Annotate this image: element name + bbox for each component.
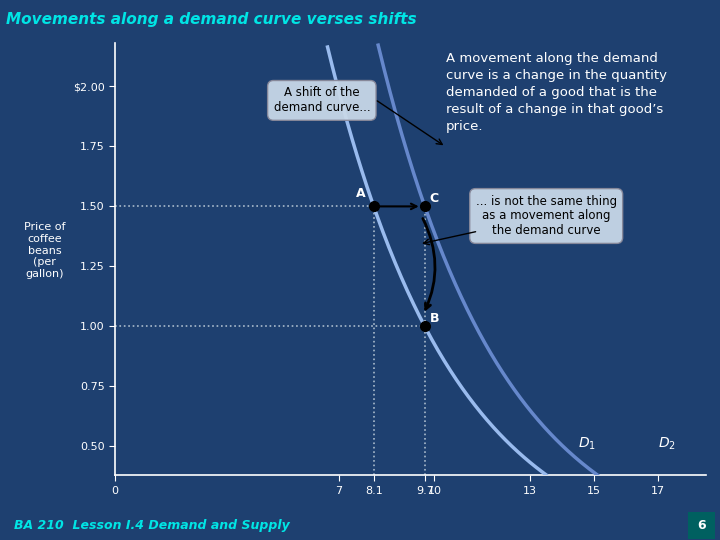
- Text: $D_1$: $D_1$: [578, 436, 596, 452]
- Text: Movements along a demand curve verses shifts: Movements along a demand curve verses sh…: [6, 12, 416, 27]
- FancyBboxPatch shape: [688, 512, 715, 538]
- Text: A: A: [356, 187, 366, 200]
- Text: B: B: [430, 312, 439, 325]
- Text: Price of
coffee
beans
(per
gallon): Price of coffee beans (per gallon): [24, 222, 65, 279]
- Text: $D_2$: $D_2$: [658, 436, 675, 452]
- Text: A movement along the demand
curve is a change in the quantity
demanded of a good: A movement along the demand curve is a c…: [446, 52, 667, 133]
- Text: A shift of the
demand curve...: A shift of the demand curve...: [274, 86, 370, 114]
- Text: BA 210  Lesson I.4 Demand and Supply: BA 210 Lesson I.4 Demand and Supply: [14, 518, 290, 532]
- Text: C: C: [430, 192, 438, 205]
- Text: 6: 6: [697, 518, 706, 532]
- Text: ... is not the same thing
as a movement along
the demand curve: ... is not the same thing as a movement …: [476, 194, 617, 238]
